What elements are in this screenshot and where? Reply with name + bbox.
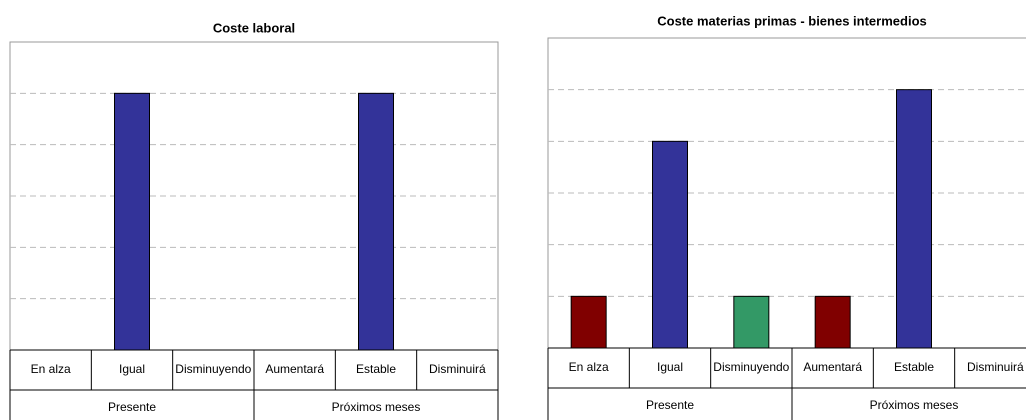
bar xyxy=(896,89,932,349)
x-tick-label: Disminuirá xyxy=(429,362,486,376)
bar xyxy=(114,92,150,351)
x-tick-label: Disminuirá xyxy=(967,360,1024,374)
group-label: Presente xyxy=(646,398,694,412)
group-label: Próximos meses xyxy=(332,400,421,414)
x-tick-label: Aumentará xyxy=(803,360,862,374)
bar xyxy=(652,140,688,349)
x-tick-label: Estable xyxy=(894,360,934,374)
chart-title: Coste materias primas - bienes intermedi… xyxy=(657,13,926,28)
x-tick-label: Disminuyendo xyxy=(175,362,251,376)
bar xyxy=(814,295,851,349)
group-label: Próximos meses xyxy=(870,398,959,412)
chart-title: Coste laboral xyxy=(213,20,295,35)
x-tick-label: Disminuyendo xyxy=(713,360,789,374)
bar xyxy=(733,295,770,349)
bar xyxy=(570,295,607,349)
x-tick-label: Igual xyxy=(657,360,683,374)
x-tick-label: Estable xyxy=(356,362,396,376)
x-tick-label: Aumentará xyxy=(265,362,324,376)
group-label: Presente xyxy=(108,400,156,414)
x-tick-label: Igual xyxy=(119,362,145,376)
bar xyxy=(358,92,394,351)
x-tick-label: En alza xyxy=(569,360,609,374)
x-tick-label: En alza xyxy=(31,362,71,376)
